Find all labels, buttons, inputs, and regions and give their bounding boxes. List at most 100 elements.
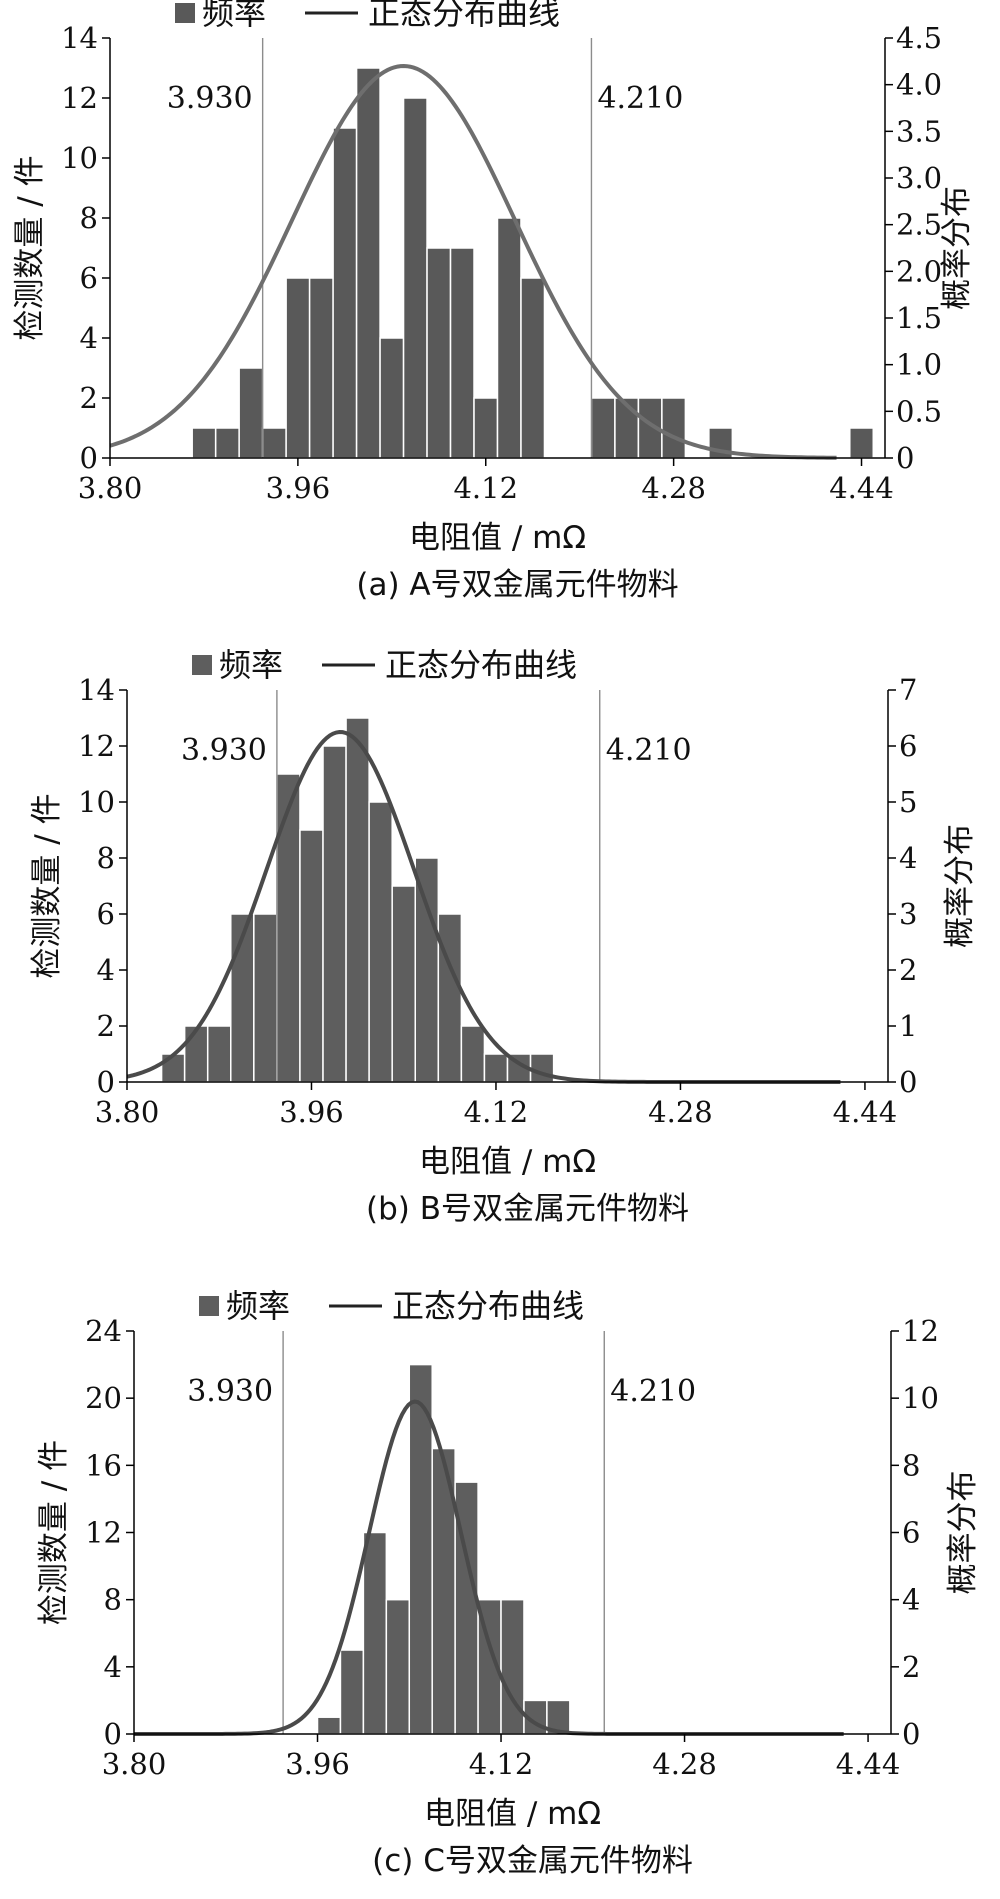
- x-tick-label: 4.28: [648, 1095, 713, 1129]
- histogram-bar: [437, 913, 463, 1083]
- x-tick-label: 4.28: [652, 1747, 717, 1781]
- y-right-tick-label: 10: [902, 1381, 939, 1415]
- y-left-tick-label: 12: [85, 1516, 122, 1550]
- legend-line-label: 正态分布曲线: [368, 0, 560, 32]
- histogram-bar: [460, 1025, 486, 1083]
- y-left-tick-label: 4: [80, 321, 98, 355]
- y-left-tick-label: 14: [61, 21, 98, 55]
- normal-curve: [109, 63, 837, 460]
- histogram-bar: [520, 277, 546, 459]
- spec-limit-label: 3.930: [181, 733, 267, 768]
- legend-bar-label: 频率: [202, 0, 266, 32]
- y-left-tick-label: 6: [97, 897, 115, 931]
- x-axis-title: 电阻值 / mΩ: [419, 1144, 596, 1180]
- histogram-bar: [385, 1598, 411, 1735]
- histogram-bar: [214, 427, 240, 459]
- y-right-tick-label: 1: [899, 1009, 917, 1043]
- histogram-bar: [339, 1649, 365, 1735]
- y-left-tick-label: 8: [97, 841, 115, 875]
- histogram-bar: [332, 127, 358, 459]
- histogram-bar: [299, 829, 324, 1083]
- y-right-tick-label: 0: [899, 1065, 917, 1099]
- y-left-tick-label: 4: [97, 953, 115, 987]
- y-left-tick-label: 0: [80, 441, 98, 475]
- y-left-axis-title: 检测数量 / 件: [12, 155, 48, 340]
- y-left-tick-label: 2: [97, 1009, 115, 1043]
- y-right-tick-label: 12: [902, 1314, 939, 1348]
- y-left-tick-label: 0: [97, 1065, 115, 1099]
- histogram-bar: [414, 857, 440, 1083]
- y-left-tick-label: 14: [78, 673, 115, 707]
- y-right-tick-label: 8: [902, 1448, 920, 1482]
- y-right-tick-label: 4: [902, 1583, 920, 1617]
- x-axis-title: 电阻值 / mΩ: [409, 520, 586, 556]
- y-left-tick-label: 4: [104, 1650, 122, 1684]
- y-left-tick-label: 0: [104, 1717, 122, 1751]
- histogram-bar: [191, 427, 217, 459]
- histogram-bar: [253, 913, 278, 1083]
- histogram-bar: [276, 773, 301, 1083]
- legend-bar-swatch: [199, 1296, 219, 1316]
- chart-caption: (c) C号双金属元件物料: [372, 1843, 693, 1879]
- y-right-tick-label: 6: [902, 1516, 920, 1550]
- y-right-tick-label: 3.5: [896, 114, 942, 148]
- histogram-bar: [849, 427, 875, 459]
- y-left-tick-label: 12: [61, 81, 98, 115]
- histogram-bar: [496, 217, 522, 459]
- histogram-bar: [285, 277, 311, 459]
- y-right-tick-label: 2.5: [896, 208, 942, 242]
- y-left-tick-label: 2: [80, 381, 98, 415]
- x-tick-label: 3.80: [78, 471, 143, 505]
- x-tick-label: 4.44: [829, 471, 894, 505]
- histogram-bar: [483, 1053, 509, 1083]
- x-tick-label: 3.96: [266, 471, 331, 505]
- histogram-bar: [322, 745, 347, 1083]
- spec-limit-label: 4.210: [610, 1374, 696, 1409]
- spec-limit-label: 3.930: [167, 81, 253, 116]
- y-left-axis-title: 检测数量 / 件: [29, 793, 65, 978]
- y-right-axis-title: 概率分布: [945, 1471, 981, 1595]
- histogram-bar: [261, 427, 287, 459]
- y-left-tick-label: 20: [85, 1381, 122, 1415]
- y-left-axis-title: 检测数量 / 件: [36, 1440, 72, 1625]
- y-right-tick-label: 7: [899, 673, 917, 707]
- x-axis-title: 电阻值 / mΩ: [424, 1796, 601, 1832]
- legend-bar-swatch: [192, 655, 212, 675]
- histogram-bar: [368, 801, 393, 1083]
- legend-line-label: 正态分布曲线: [392, 1287, 584, 1325]
- histogram-bar: [379, 337, 405, 459]
- y-right-tick-label: 1.0: [896, 348, 942, 382]
- y-right-tick-label: 2.0: [896, 254, 942, 288]
- y-right-tick-label: 1.5: [896, 301, 942, 335]
- chart-caption: (a) A号双金属元件物料: [356, 567, 678, 603]
- histogram-bar: [426, 247, 452, 459]
- y-right-tick-label: 3.0: [896, 161, 942, 195]
- y-left-tick-label: 10: [61, 141, 98, 175]
- x-tick-label: 3.96: [285, 1747, 350, 1781]
- y-left-tick-label: 12: [78, 729, 115, 763]
- y-right-axis-title: 概率分布: [942, 824, 978, 948]
- x-tick-label: 4.12: [453, 471, 518, 505]
- chart-caption: (b) B号双金属元件物料: [366, 1191, 689, 1227]
- histogram-bar: [661, 397, 687, 459]
- y-right-tick-label: 4.5: [896, 21, 942, 55]
- y-left-tick-label: 6: [80, 261, 98, 295]
- y-right-tick-label: 2: [902, 1650, 920, 1684]
- histogram-bar: [183, 1025, 209, 1083]
- legend-bar-swatch: [175, 3, 195, 23]
- y-right-axis-title: 概率分布: [939, 186, 975, 310]
- y-left-tick-label: 10: [78, 785, 115, 819]
- y-right-tick-label: 0.5: [896, 394, 942, 428]
- y-right-tick-label: 3: [899, 897, 917, 931]
- histogram-bar: [449, 247, 475, 459]
- histogram-bar: [308, 277, 334, 459]
- x-tick-label: 4.12: [469, 1747, 534, 1781]
- x-tick-label: 4.12: [464, 1095, 529, 1129]
- y-right-tick-label: 4: [899, 841, 917, 875]
- y-right-tick-label: 6: [899, 729, 917, 763]
- x-tick-label: 3.96: [279, 1095, 344, 1129]
- legend-bar-label: 频率: [219, 646, 283, 684]
- y-right-tick-label: 0: [902, 1717, 920, 1751]
